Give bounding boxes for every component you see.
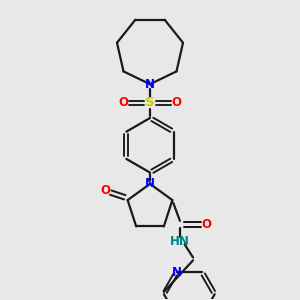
Text: N: N bbox=[172, 266, 182, 279]
Text: O: O bbox=[171, 97, 181, 110]
Text: O: O bbox=[100, 184, 110, 197]
Text: O: O bbox=[119, 97, 129, 110]
Text: HN: HN bbox=[170, 235, 190, 248]
Text: N: N bbox=[145, 78, 155, 91]
Text: S: S bbox=[145, 97, 155, 110]
Text: O: O bbox=[201, 218, 211, 231]
Text: N: N bbox=[145, 177, 155, 190]
